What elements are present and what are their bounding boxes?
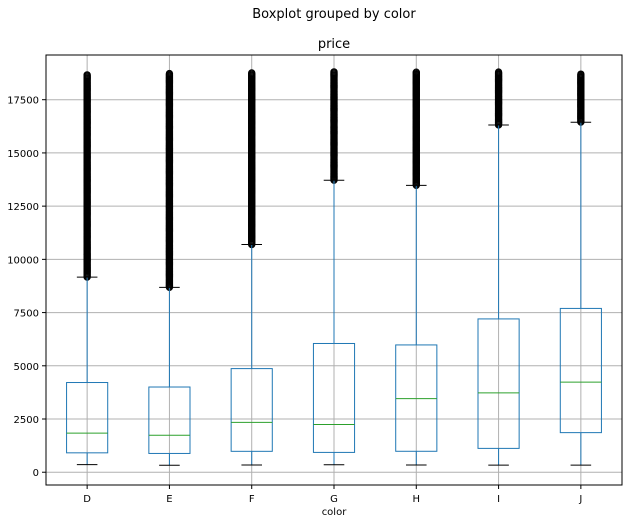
box-E [148, 69, 191, 466]
x-tick-label: I [497, 494, 500, 505]
y-tick-label: 0 [33, 468, 39, 479]
outlier-point [330, 68, 338, 76]
x-tick-label: J [578, 494, 582, 505]
x-tick-label: E [166, 494, 172, 505]
outlier-points [412, 68, 420, 189]
y-tick-label: 12500 [7, 202, 39, 213]
outlier-points [83, 71, 91, 281]
outlier-point [165, 69, 174, 78]
y-tick-label: 7500 [14, 309, 39, 320]
iqr-box [66, 382, 109, 454]
y-tick-label: 2500 [14, 415, 39, 426]
x-tick-label: G [330, 494, 338, 505]
y-tick-label: 10000 [7, 255, 39, 266]
outlier-point [494, 68, 503, 76]
box-G [312, 68, 356, 466]
y-tick-label: 5000 [14, 362, 39, 373]
outlier-point [83, 71, 91, 79]
box-I [477, 68, 520, 466]
outlier-point [412, 68, 420, 76]
iqr-box [477, 318, 520, 449]
box-J [559, 70, 602, 466]
box-D [66, 71, 109, 466]
chart-title: price [318, 37, 350, 52]
iqr-box [559, 307, 602, 434]
x-axis-label: color [322, 507, 348, 518]
box-F [230, 69, 273, 466]
x-tick-label: H [413, 494, 421, 505]
x-tick-label: F [249, 494, 255, 505]
outlier-point [577, 70, 585, 78]
outlier-points [577, 70, 585, 126]
y-tick-label: 15000 [7, 149, 39, 160]
outlier-points [248, 69, 256, 249]
outlier-points [330, 68, 338, 184]
iqr-box [148, 386, 191, 454]
outlier-point [248, 69, 256, 77]
box-H [395, 68, 438, 466]
figure-suptitle: Boxplot grouped by color [252, 7, 416, 22]
outlier-points [494, 68, 503, 129]
box-series [66, 68, 602, 466]
y-tick-label: 17500 [7, 96, 39, 107]
x-tick-label: D [83, 494, 91, 505]
outlier-points [165, 69, 174, 291]
iqr-box [312, 342, 356, 453]
axis-ticks: 0 2500 5000 7500 10000 12500 15000 17500 D E F G H I J [7, 96, 582, 505]
iqr-box [230, 368, 273, 452]
